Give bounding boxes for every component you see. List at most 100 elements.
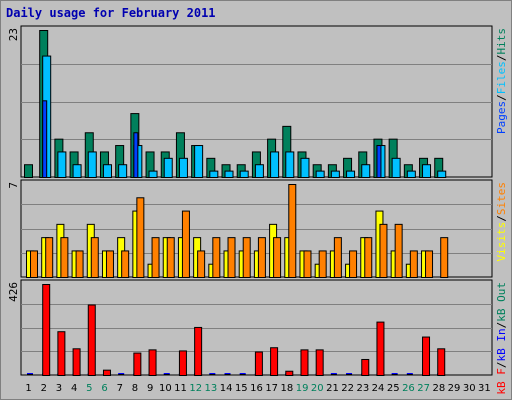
x-tick-label: 22 [341, 383, 354, 394]
files-bar [422, 164, 432, 179]
x-tick-label: 6 [101, 383, 107, 394]
kb-out-bar [330, 374, 337, 375]
legend-part: Hits [495, 28, 508, 55]
kb-f-bar [87, 304, 96, 377]
kb-f-bar [178, 350, 187, 376]
legend-part: / [495, 55, 508, 62]
kb-out-bar [27, 374, 33, 375]
x-tick-label: 19 [296, 383, 309, 394]
sites-bar [425, 250, 434, 279]
kb-f-bar [133, 352, 142, 377]
sites-bar [181, 210, 190, 278]
sites-bar [318, 250, 327, 279]
x-tick-label: 14 [220, 383, 233, 394]
files-bar [254, 164, 264, 179]
x-tick-label: 24 [372, 383, 385, 394]
sites-bar [227, 237, 236, 278]
sites-bar [257, 237, 266, 278]
kb-out-bar [406, 374, 413, 375]
x-tick-label: 12 [189, 383, 202, 394]
legend-part: Visits [495, 222, 508, 262]
files-bar [209, 170, 219, 178]
kb-f-bar [315, 349, 324, 377]
legend-part: kB In [495, 328, 508, 361]
kb-f-bar [194, 326, 203, 376]
files-bar [346, 170, 356, 178]
files-bar [72, 164, 82, 179]
sites-bar [379, 223, 388, 279]
y-max-label: 426 [7, 282, 20, 302]
panel-top: 23 [7, 25, 493, 178]
kb-f-bar [57, 331, 66, 377]
sites-bar [60, 237, 69, 278]
files-bar [163, 157, 173, 178]
sites-bar [90, 237, 99, 278]
x-tick-label: 2 [41, 383, 47, 394]
files-bar [361, 164, 371, 179]
sites-bar [75, 250, 84, 279]
legend-part: kB Out [495, 282, 508, 322]
legend-part: / [495, 94, 508, 101]
kb-f-bar [437, 348, 446, 377]
kb-f-bar [148, 349, 157, 377]
x-tick-label: 8 [132, 383, 138, 394]
sites-bar [409, 250, 418, 279]
pages-bar [376, 145, 382, 178]
legend-part: / [495, 215, 508, 222]
x-tick-label: 7 [117, 383, 123, 394]
y-max-label: 7 [7, 182, 20, 189]
files-bar [330, 170, 340, 178]
sites-bar [273, 237, 282, 278]
sites-bar [333, 237, 342, 278]
x-tick-label: 16 [250, 383, 263, 394]
pages-bar [42, 100, 48, 178]
files-bar [406, 170, 416, 178]
sites-bar [242, 237, 251, 278]
x-tick-label: 17 [265, 383, 278, 394]
x-tick-label: 15 [235, 383, 248, 394]
files-bar [239, 170, 249, 178]
x-tick-label: 5 [86, 383, 92, 394]
x-tick-label: 10 [159, 383, 172, 394]
kb-out-bar [224, 374, 231, 375]
kb-f-bar [285, 370, 294, 376]
x-tick-label: 4 [71, 383, 77, 394]
x-tick-label: 26 [402, 383, 415, 394]
sites-bar [121, 250, 130, 279]
kb-f-bar [102, 369, 111, 377]
chart-title: Daily usage for February 2011 [6, 6, 216, 20]
sites-bar [197, 250, 206, 279]
kb-out-bar [346, 374, 353, 375]
pages-bar [133, 132, 139, 178]
kb-out-bar [163, 374, 170, 375]
x-tick-label: 1 [25, 383, 31, 394]
x-tick-label: 30 [463, 383, 476, 394]
files-bar [57, 151, 67, 179]
sites-bar [166, 237, 175, 278]
files-bar [102, 164, 112, 179]
files-bar [224, 170, 234, 178]
files-bar [300, 157, 310, 178]
sites-bar [288, 184, 297, 278]
x-tick-label: 31 [478, 383, 491, 394]
x-tick-label: 18 [281, 383, 294, 394]
legend-part: / [495, 322, 508, 329]
kb-f-bar [422, 336, 431, 376]
x-tick-label: 25 [387, 383, 400, 394]
legend-top: Pages/Files/Hits [495, 28, 508, 134]
files-bar [315, 170, 325, 178]
kb-f-bar [254, 351, 263, 377]
sites-bar [151, 237, 160, 278]
files-bar [118, 164, 128, 179]
legend-part: Pages [495, 101, 508, 134]
legend-part: Files [495, 61, 508, 94]
legend-part: Sites [495, 182, 508, 215]
files-bar [285, 151, 295, 179]
kb-out-bar [209, 374, 216, 375]
sites-bar [303, 250, 312, 279]
sites-bar [440, 237, 449, 278]
files-bar [194, 145, 204, 178]
sites-bar [394, 223, 403, 279]
kb-f-bar [72, 348, 81, 377]
